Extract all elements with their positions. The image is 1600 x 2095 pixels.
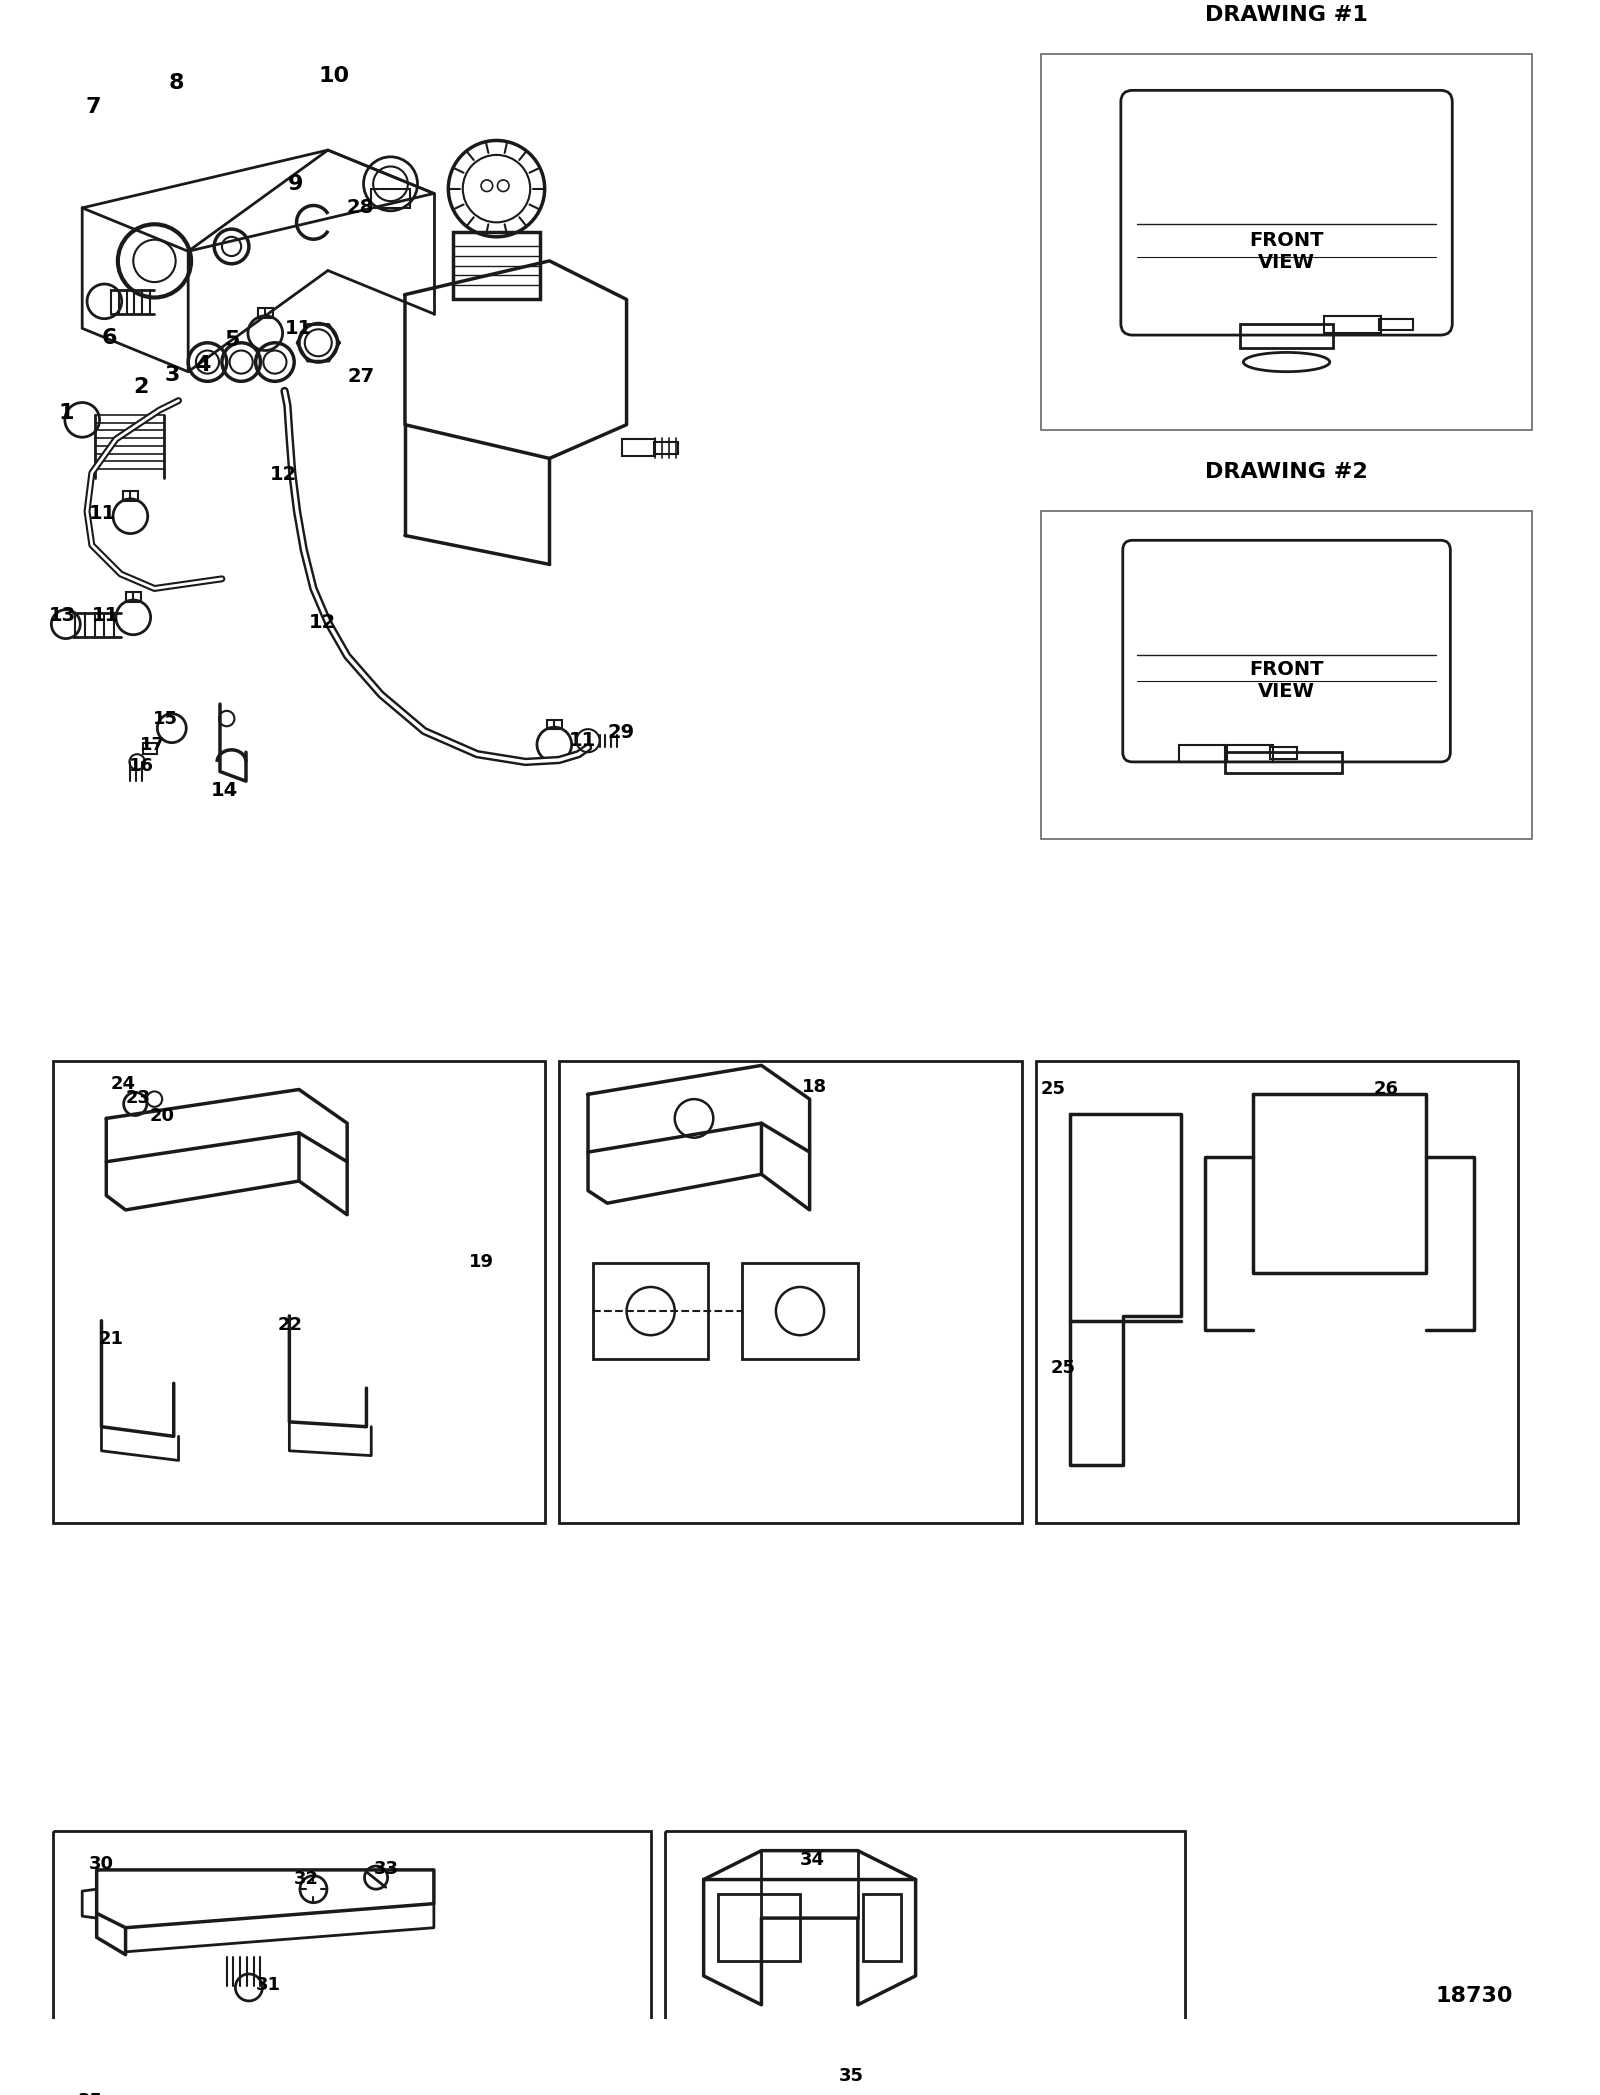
Text: 35: 35 [77, 2091, 102, 2095]
Text: 18: 18 [802, 1079, 827, 1096]
Bar [1323, 316, 1381, 333]
FancyBboxPatch shape [1122, 90, 1453, 335]
Text: 11: 11 [285, 318, 312, 337]
Bar [547, 719, 562, 729]
Text: 4: 4 [195, 356, 210, 375]
Bar [258, 308, 274, 318]
Bar [666, 1831, 1186, 2095]
Bar [1042, 511, 1533, 838]
Bar [53, 1060, 544, 1523]
Bar [1042, 54, 1533, 429]
Text: DRAWING #2: DRAWING #2 [1205, 463, 1368, 482]
Text: 14: 14 [210, 781, 237, 800]
Text: 28: 28 [347, 199, 374, 218]
Text: FRONT
VIEW: FRONT VIEW [1250, 230, 1323, 272]
Text: 11: 11 [90, 503, 117, 522]
Bar [1270, 748, 1298, 758]
Text: 6: 6 [101, 329, 117, 348]
Text: 9: 9 [288, 174, 302, 195]
Text: 19: 19 [469, 1253, 493, 1272]
Text: 11: 11 [568, 731, 597, 750]
Bar [371, 189, 410, 207]
Text: 31: 31 [256, 1976, 280, 1994]
Bar [622, 440, 656, 457]
Text: 16: 16 [128, 756, 154, 775]
Text: 25: 25 [1042, 1079, 1066, 1098]
FancyBboxPatch shape [1123, 541, 1450, 763]
Bar [123, 490, 138, 501]
Text: 23: 23 [125, 1089, 150, 1108]
Text: FRONT
VIEW: FRONT VIEW [1250, 660, 1323, 700]
Text: 32: 32 [294, 1871, 318, 1888]
Bar [1226, 744, 1274, 763]
Text: 5: 5 [224, 331, 240, 350]
Bar [125, 593, 141, 601]
Text: 15: 15 [152, 710, 178, 727]
Text: 33: 33 [374, 1860, 398, 1879]
Text: 26: 26 [1373, 1079, 1398, 1098]
Text: 29: 29 [608, 723, 635, 742]
Text: 3: 3 [165, 365, 179, 385]
Bar [142, 742, 157, 754]
Bar [453, 233, 539, 300]
Text: 25: 25 [1051, 1360, 1075, 1376]
Bar [1226, 752, 1342, 773]
Text: 11: 11 [91, 605, 118, 624]
Text: 24: 24 [110, 1075, 136, 1094]
Bar [1037, 1060, 1518, 1523]
Bar [718, 1894, 800, 1961]
Text: DRAWING #1: DRAWING #1 [1205, 4, 1368, 25]
Text: 12: 12 [309, 612, 336, 631]
Bar [653, 442, 678, 455]
Text: 1: 1 [58, 404, 74, 423]
Bar [53, 1831, 651, 2095]
Bar [558, 1060, 1022, 1523]
Text: 34: 34 [800, 1850, 826, 1869]
Text: 8: 8 [170, 73, 184, 92]
Bar [742, 1263, 858, 1360]
Bar [1379, 318, 1413, 331]
Text: 7: 7 [85, 96, 101, 117]
Text: 27: 27 [347, 367, 374, 385]
Bar [594, 1263, 709, 1360]
Text: 20: 20 [150, 1106, 174, 1125]
Text: 17: 17 [141, 735, 165, 754]
Text: 10: 10 [318, 67, 349, 86]
Text: 30: 30 [90, 1856, 114, 1873]
Text: 13: 13 [48, 605, 75, 624]
Text: 12: 12 [270, 465, 298, 484]
Bar [1240, 323, 1333, 348]
Text: 35: 35 [838, 2068, 864, 2085]
Bar [862, 1894, 901, 1961]
Bar [1179, 744, 1227, 763]
Text: 21: 21 [99, 1330, 123, 1349]
Text: 2: 2 [133, 377, 149, 396]
Text: 18730: 18730 [1435, 1986, 1514, 2005]
Text: 22: 22 [278, 1316, 302, 1335]
